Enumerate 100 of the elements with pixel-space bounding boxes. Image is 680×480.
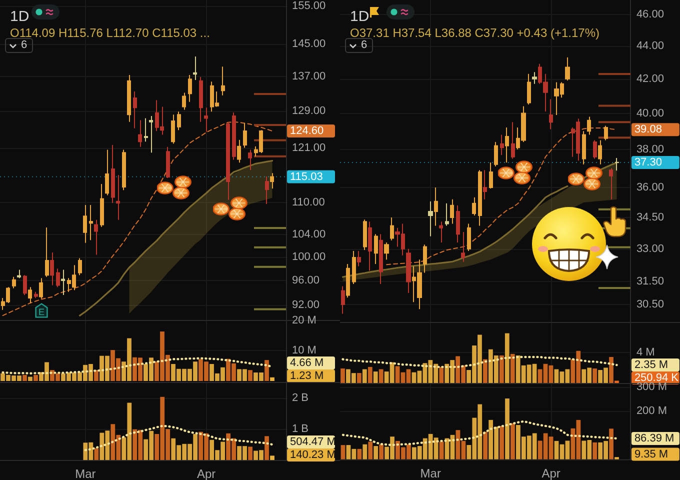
bar	[248, 370, 252, 381]
candlestick	[265, 176, 269, 204]
candlestick	[144, 118, 148, 142]
y-tick-label: 1 B	[292, 423, 309, 436]
candlestick	[138, 120, 142, 148]
bar	[510, 423, 515, 460]
x-tick-label: Mar	[75, 467, 96, 480]
candlestick	[83, 204, 87, 244]
bar	[483, 359, 488, 383]
bar	[248, 446, 252, 460]
y-tick-label: 104.00	[292, 228, 326, 241]
ref-line-label: 115.03	[290, 170, 323, 183]
annotation: 6	[361, 39, 368, 52]
bar	[270, 456, 274, 460]
y-tick-label: 44.00	[636, 40, 664, 52]
y-tick-label: 38.00	[636, 143, 664, 156]
bar	[340, 445, 346, 460]
candlestick	[89, 204, 93, 241]
candlestick	[39, 278, 43, 300]
text: O114.09 H115.76 L112.70 C115.03 ...	[10, 26, 210, 40]
bar	[22, 374, 27, 381]
y-tick-label: 155.00	[292, 0, 326, 12]
candlestick	[478, 170, 482, 226]
bar	[362, 369, 367, 383]
line-series	[2, 121, 273, 316]
bar	[505, 398, 510, 460]
candlestick	[532, 72, 537, 84]
candlestick	[467, 223, 471, 252]
candlestick	[17, 269, 21, 279]
bar	[356, 373, 362, 383]
y-tick-label: 200 M	[636, 405, 668, 418]
candlestick	[111, 144, 115, 204]
candlestick	[100, 183, 104, 228]
text: 1D	[350, 7, 370, 24]
candlestick	[423, 244, 427, 274]
y-tick-label: 36.00	[636, 182, 664, 194]
candlestick	[587, 116, 591, 136]
candlestick	[368, 221, 372, 272]
bar	[28, 376, 32, 381]
y-tick-label: 20 M	[292, 314, 316, 326]
y-tick-label: 2 B	[292, 392, 309, 404]
candlestick	[341, 286, 345, 314]
bar	[592, 368, 598, 383]
candlestick	[406, 248, 411, 294]
y-tick-label: 33.00	[636, 242, 664, 255]
y-tick-label: 40.00	[636, 107, 664, 120]
candlestick	[193, 56, 197, 80]
y-tick-label: 137.00	[292, 70, 326, 83]
candlestick	[133, 90, 137, 129]
bar	[270, 377, 274, 381]
line-series	[84, 424, 274, 452]
line-series	[78, 160, 274, 316]
candlestick	[615, 158, 619, 172]
candlestick	[494, 142, 498, 167]
bar	[357, 448, 362, 460]
text: 1.23 M	[290, 370, 324, 382]
bar	[483, 432, 488, 460]
y-tick-label: 4 M	[636, 346, 655, 358]
candlestick	[582, 130, 586, 165]
candlestick	[357, 250, 361, 267]
candlestick	[116, 174, 120, 220]
candlestick	[78, 258, 82, 276]
bar	[499, 355, 504, 383]
bar	[264, 360, 269, 381]
line-series	[2, 357, 274, 375]
bar	[379, 444, 384, 460]
candlestick	[34, 291, 38, 299]
candlestick	[243, 122, 247, 148]
candlestick	[61, 269, 65, 296]
line-series	[342, 420, 618, 446]
text: 504.47 M	[290, 436, 336, 448]
candlestick	[461, 232, 465, 262]
bar	[368, 442, 373, 460]
candlestick	[28, 286, 32, 304]
candlestick	[505, 127, 509, 164]
candlestick	[166, 146, 170, 178]
candlestick	[56, 268, 60, 288]
candlestick	[177, 111, 181, 131]
candlestick	[483, 170, 487, 200]
candlestick	[188, 74, 192, 102]
y-tick-label: 10 M	[292, 344, 316, 357]
bar	[378, 369, 384, 383]
y-tick-label: 42.00	[636, 72, 664, 85]
bar	[374, 446, 378, 460]
x-tick-label: Mar	[420, 466, 441, 480]
candlestick	[511, 122, 515, 160]
bar	[362, 444, 368, 460]
candlestick	[500, 134, 504, 156]
candlestick	[609, 168, 613, 200]
candlestick	[428, 200, 433, 237]
text: 250.94 K	[634, 372, 680, 384]
bar	[439, 442, 444, 460]
candlestick	[593, 140, 597, 160]
candlestick	[363, 219, 367, 250]
candlestick	[489, 162, 493, 190]
bar	[373, 372, 378, 383]
candlestick	[221, 66, 225, 96]
candlestick	[171, 114, 175, 144]
toggle-button: 6	[345, 38, 374, 53]
text: 9.35 M	[634, 448, 668, 460]
